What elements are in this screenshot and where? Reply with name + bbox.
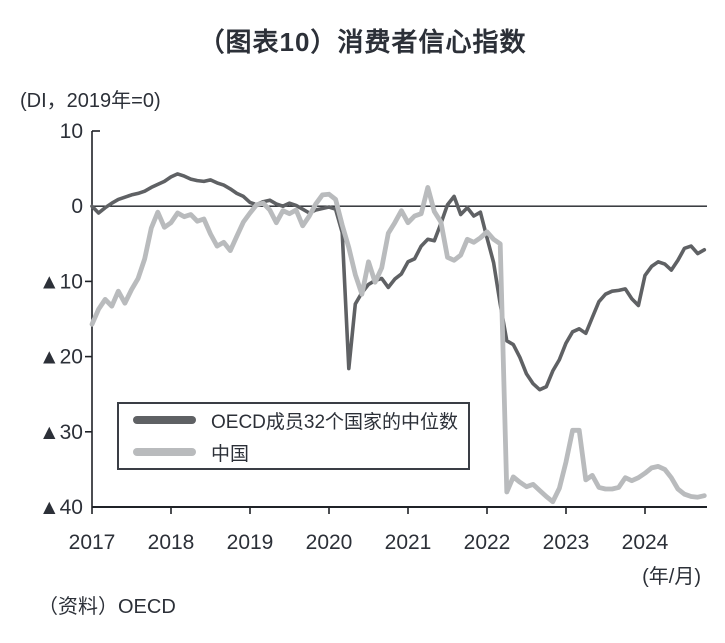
x-tick-label: 2020 bbox=[306, 531, 353, 554]
source-label: （资料）OECD bbox=[38, 596, 176, 618]
y-tick-label: 0 bbox=[71, 195, 83, 218]
chart-title: （图表10）消费者信心指数 bbox=[198, 27, 527, 57]
y-tick-label: ▲20 bbox=[39, 346, 83, 369]
x-tick-label: 2024 bbox=[622, 531, 669, 554]
y-tick-label: 10 bbox=[60, 120, 83, 143]
x-tick-label: 2021 bbox=[385, 531, 432, 554]
x-tick-label: 2018 bbox=[148, 531, 195, 554]
legend-label-china: 中国 bbox=[211, 443, 250, 465]
x-tick-label: 2022 bbox=[464, 531, 511, 554]
legend-label-oecd: OECD成员32个国家的中位数 bbox=[211, 411, 459, 433]
oecd-line-swatch bbox=[133, 416, 196, 424]
legend-item-oecd: OECD成员32个国家的中位数 bbox=[133, 406, 468, 434]
series-line-oecd-median bbox=[90, 172, 707, 392]
y-tick-label: ▲10 bbox=[39, 270, 83, 293]
x-tick-label: 2023 bbox=[543, 531, 590, 554]
y-tick-label: ▲30 bbox=[39, 421, 83, 444]
y-axis-unit-label: (DI，2019年=0) bbox=[20, 90, 161, 112]
x-tick-label: 2019 bbox=[227, 531, 274, 554]
series-line-china bbox=[89, 184, 707, 505]
x-axis-unit-label: (年/月) bbox=[642, 566, 701, 588]
x-tick-label: 2017 bbox=[69, 531, 116, 554]
legend-item-china: 中国 bbox=[133, 438, 468, 466]
y-tick-label: ▲40 bbox=[39, 496, 83, 519]
china-line-swatch bbox=[133, 448, 196, 456]
chart-legend: OECD成员32个国家的中位数 中国 bbox=[117, 402, 470, 470]
